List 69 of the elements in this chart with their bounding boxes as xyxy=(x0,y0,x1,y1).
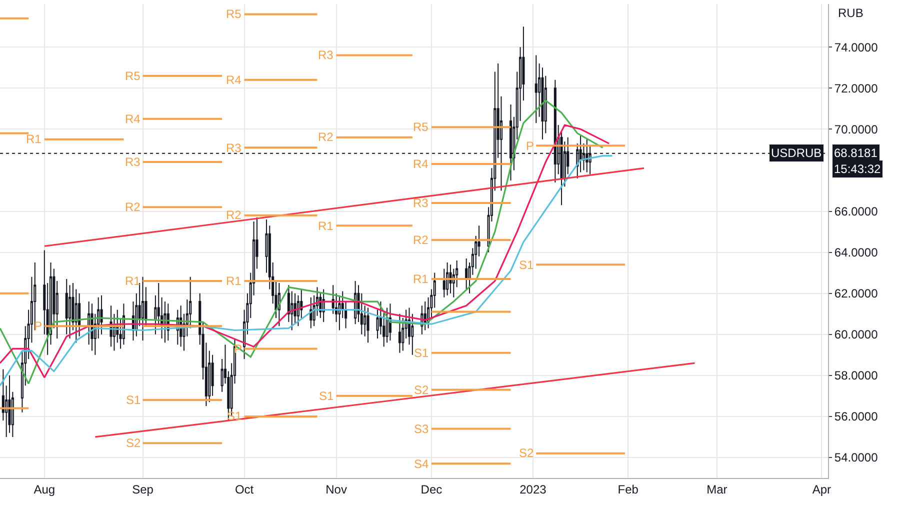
x-tick-label: Mar xyxy=(706,482,728,496)
series-label: S1 xyxy=(319,389,334,403)
series-label: R3 xyxy=(226,141,242,155)
candlestick xyxy=(541,67,544,140)
series-label: R2 xyxy=(226,208,242,222)
candlestick xyxy=(100,294,103,335)
line-series xyxy=(0,155,614,386)
y-tick-label: 66.0000 xyxy=(834,204,878,218)
series-label: R4 xyxy=(226,73,242,87)
text: 68.8181 xyxy=(834,146,878,160)
ref-line-label: USDRUB xyxy=(771,146,822,160)
series-label: R2 xyxy=(125,200,141,214)
y-tick-label: 58.0000 xyxy=(834,368,878,383)
x-tick-label: Dec xyxy=(420,482,442,496)
series-label: R3 xyxy=(318,48,334,62)
series-label: R1 xyxy=(125,274,141,288)
candlestick xyxy=(465,258,468,290)
candlestick xyxy=(366,307,370,344)
y-tick-label: 54.0000 xyxy=(834,450,878,465)
y-tick-label: 74.0000 xyxy=(834,40,878,54)
x-tick-label: Apr xyxy=(812,482,832,496)
series-label: R2 xyxy=(318,130,334,144)
y-tick-label: 72.0000 xyxy=(834,81,878,96)
candlestick xyxy=(449,264,452,294)
candlestick xyxy=(386,307,388,344)
series-label: S1 xyxy=(519,258,534,272)
x-tick-label: Oct xyxy=(234,482,254,496)
candlestick xyxy=(424,301,426,331)
series-label: P xyxy=(526,139,534,153)
series-label: S1 xyxy=(126,393,142,407)
y-axis-title: RUB xyxy=(838,6,864,20)
series-label: R4 xyxy=(125,112,141,126)
series-label: R1 xyxy=(226,274,242,288)
series-label: S1 xyxy=(414,346,430,360)
series-label: R1 xyxy=(318,219,334,233)
y-tick-label: 60.0000 xyxy=(834,328,878,342)
series-label: R4 xyxy=(413,157,429,171)
candlestick xyxy=(310,296,312,329)
series-label: S2 xyxy=(414,383,430,397)
series-label: S3 xyxy=(414,422,430,436)
series-label: S2 xyxy=(519,446,534,460)
y-tick-label: 70.0000 xyxy=(834,122,878,136)
candlestick xyxy=(8,374,11,434)
x-tick-label: Feb xyxy=(618,482,639,496)
x-tick-label: Aug xyxy=(34,482,56,496)
x-tick-label: 2023 xyxy=(520,482,547,496)
series-label: S4 xyxy=(414,457,430,471)
y-tick-label: 64.0000 xyxy=(834,245,878,260)
series-label: R5 xyxy=(125,69,141,83)
series-label: R2 xyxy=(413,233,429,247)
candlestick xyxy=(398,313,401,354)
y-tick-label: 56.0000 xyxy=(834,410,878,424)
series-label: R5 xyxy=(413,120,429,134)
candlestick xyxy=(534,54,538,124)
candlestick xyxy=(338,294,341,331)
x-tick-label: Sep xyxy=(132,482,154,496)
series-label: R5 xyxy=(226,7,242,21)
series-label: R1 xyxy=(413,272,429,286)
y-tick-label: 62.0000 xyxy=(834,286,878,301)
text: 15:43:32 xyxy=(834,162,882,176)
candlestick xyxy=(446,262,449,296)
series-label: R1 xyxy=(26,132,42,146)
series-label: R3 xyxy=(413,196,429,210)
candlestick xyxy=(141,276,144,342)
candlestick xyxy=(278,282,280,327)
series-label: R3 xyxy=(125,155,141,169)
candlestick xyxy=(65,278,68,335)
series-label: S2 xyxy=(126,436,142,450)
x-tick-label: Nov xyxy=(326,482,347,496)
